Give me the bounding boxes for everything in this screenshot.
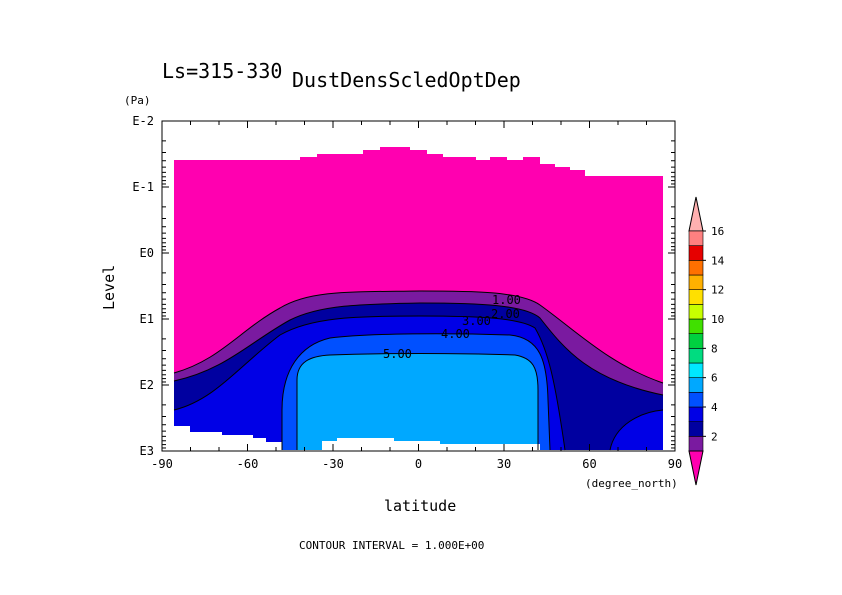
x-tick-label: 30 <box>497 457 511 471</box>
colorbar-box <box>688 436 704 452</box>
colorbar-tick-label: 14 <box>711 254 725 267</box>
colorbar-min-triangle <box>688 450 704 486</box>
x-tick-label: -30 <box>322 457 344 471</box>
contour-line-2 <box>173 302 664 396</box>
contour-label-2: 2.00 <box>491 307 520 321</box>
y-axis: E-2 E-1 E0 E1 E2 E3 <box>132 114 675 458</box>
contour-line-1 <box>173 290 664 384</box>
contour-line-3b <box>609 409 664 451</box>
missing-data-left <box>174 426 282 451</box>
colorbar-max-triangle <box>688 196 704 232</box>
colorbar-box <box>688 362 704 378</box>
x-tick-label: 0 <box>415 457 422 471</box>
contour-line-4 <box>281 333 551 451</box>
x-unit-label: (degree_north) <box>585 477 678 490</box>
colorbar-box <box>688 245 704 261</box>
colorbar-box <box>688 392 704 408</box>
y-unit-label: (Pa) <box>124 94 151 107</box>
colorbar-box <box>688 348 704 364</box>
region-level-6-7 <box>297 353 538 450</box>
colorbar-box <box>688 421 704 437</box>
chart-title: DustDensScledOptDep <box>292 68 521 92</box>
contour-label-4: 4.00 <box>441 327 470 341</box>
x-tick-label: -90 <box>151 457 173 471</box>
colorbar-box <box>688 289 704 305</box>
plot-area: 1.00 2.00 3.00 4.00 5.00 <box>161 120 676 452</box>
x-tick-label: 60 <box>582 457 596 471</box>
colorbar-box <box>688 318 704 334</box>
contour-label-3: 3.00 <box>462 314 491 328</box>
x-tick-label: 90 <box>668 457 682 471</box>
x-axis-title: latitude <box>384 497 456 515</box>
colorbar-tick-label: 6 <box>711 372 718 385</box>
contour-lines <box>173 290 664 451</box>
contour-line-5 <box>296 353 539 450</box>
colorbar-box <box>688 274 704 290</box>
colorbar-box <box>688 377 704 393</box>
colorbar-box <box>688 260 704 276</box>
colorbar-tick-label: 4 <box>711 401 718 414</box>
colorbar-box <box>688 304 704 320</box>
contour-label-1: 1.00 <box>492 293 521 307</box>
y-tick-label: E-1 <box>132 180 154 194</box>
colorbar-box <box>688 333 704 349</box>
contour-interval-note: CONTOUR INTERVAL = 1.000E+00 <box>299 539 484 552</box>
chart-subtitle: Ls=315-330 <box>162 59 282 83</box>
x-tick-label: -60 <box>237 457 259 471</box>
colorbar-tick-label: 16 <box>711 225 724 238</box>
colorbar: 2 4 6 8 10 12 14 16 <box>688 196 725 486</box>
colorbar-tick-label: 12 <box>711 284 724 297</box>
x-axis: -90 -60 -30 0 30 60 90 <box>151 121 682 471</box>
y-tick-label: E1 <box>140 312 154 326</box>
y-tick-label: E3 <box>140 444 154 458</box>
y-tick-label: E-2 <box>132 114 154 128</box>
y-tick-label: E0 <box>140 246 154 260</box>
colorbar-tick-label: 8 <box>711 342 718 355</box>
contour-line-3 <box>173 315 566 451</box>
colorbar-tick-label: 10 <box>711 313 724 326</box>
colorbar-tick-label: 2 <box>711 430 718 443</box>
colorbar-box <box>688 230 704 246</box>
colorbar-box <box>688 406 704 422</box>
missing-data-center <box>322 438 540 451</box>
y-tick-label: E2 <box>140 378 154 392</box>
contour-label-5: 5.00 <box>383 347 412 361</box>
y-axis-title: Level <box>100 265 118 310</box>
